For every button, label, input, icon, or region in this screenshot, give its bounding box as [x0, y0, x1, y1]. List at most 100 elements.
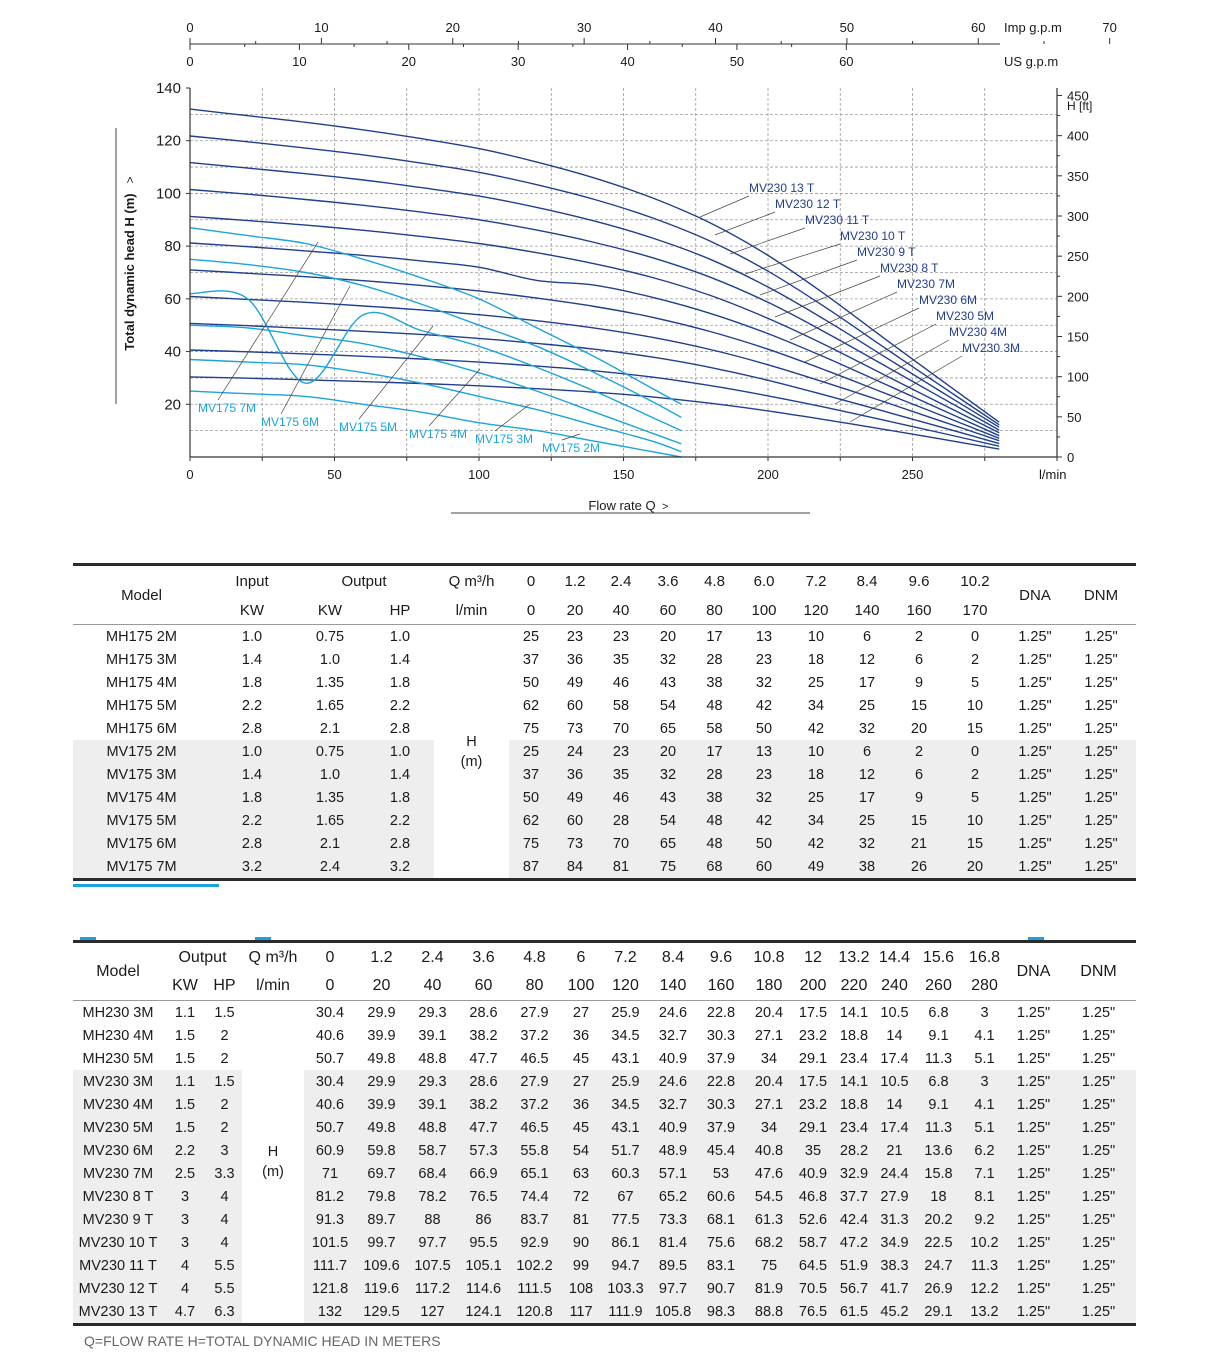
head-value-cell: 32.9 — [833, 1162, 875, 1185]
dna-cell: 1.25" — [1018, 628, 1052, 645]
head-value-cell: 76.5 — [458, 1185, 509, 1208]
head-value-cell: 89.5 — [649, 1254, 697, 1277]
head-value-cell: 15 — [946, 832, 1004, 855]
head-value-cell: 54 — [645, 809, 691, 832]
t2-q-lmin: 60 — [474, 977, 493, 994]
dna-cell: 1.25" — [1006, 1300, 1061, 1325]
series-leader-line — [759, 259, 858, 296]
head-value-cell: 10 — [807, 628, 825, 645]
head-value-cell: 39.9 — [367, 1027, 396, 1044]
model-cell: MH230 4M — [82, 1027, 154, 1044]
head-value-cell: 34.9 — [875, 1231, 914, 1254]
output-hp-cell: 1.0 — [389, 628, 411, 645]
h-unit: (m) — [460, 753, 483, 770]
t2-q-lmin: 120 — [612, 977, 639, 994]
series-line-mv175-2m — [189, 390, 682, 458]
head-value-cell: 18 — [914, 1185, 963, 1208]
head-value-cell: 8.1 — [963, 1185, 1006, 1208]
model-cell: MH230 3M — [82, 1004, 154, 1021]
head-value-cell: 9.1 — [914, 1093, 963, 1116]
head-value-cell: 14 — [886, 1027, 903, 1044]
head-value-cell: 107.5 — [407, 1254, 458, 1277]
head-value-cell: 14.1 — [833, 1070, 875, 1093]
head-value-cell: 74.4 — [509, 1185, 560, 1208]
head-value-cell: 129.5 — [356, 1300, 407, 1325]
table-row: MH230 3M 1.1 1.5 H (m) 30.4 29.9 29.3 28.6 27.9 27… — [73, 1001, 1136, 1181]
head-value-cell: 58 — [612, 697, 630, 714]
head-value-cell: 51.9 — [833, 1254, 875, 1277]
y-right-tick-label: 100 — [1067, 370, 1089, 385]
head-value-cell: 83.7 — [509, 1208, 560, 1231]
head-value-cell: 5.1 — [974, 1050, 995, 1067]
head-value-cell: 60.6 — [697, 1185, 745, 1208]
t2-q-lmin: 40 — [423, 977, 442, 994]
t2-dna-header: DNA — [1016, 962, 1051, 980]
kw-cell: 1.1 — [163, 1070, 207, 1093]
t2-q-m3h: 2.4 — [421, 948, 444, 966]
output-kw-cell: 1.65 — [315, 697, 345, 714]
head-value-cell: 0 — [970, 628, 980, 645]
imp-tick-label: 40 — [708, 20, 722, 35]
table2-accent-bar — [80, 937, 96, 940]
head-value-cell: 108 — [560, 1277, 602, 1300]
head-value-cell: 43.1 — [602, 1116, 649, 1139]
head-value-cell: 29.1 — [793, 1116, 833, 1139]
head-value-cell: 47.7 — [469, 1050, 498, 1067]
head-value-cell: 58.7 — [407, 1139, 458, 1162]
head-value-cell: 22.5 — [914, 1231, 963, 1254]
head-value-cell: 54.5 — [745, 1185, 793, 1208]
t1-model-header: Model — [121, 586, 162, 604]
model-cell: MV230 13 T — [73, 1300, 163, 1325]
t1-dna-header: DNA — [1019, 586, 1051, 604]
series-label-mv230-4m: MV230 4M — [949, 325, 1007, 339]
head-value-cell: 18 — [790, 763, 842, 786]
head-value-cell: 68.2 — [745, 1231, 793, 1254]
head-value-cell: 62 — [522, 697, 540, 714]
dna-cell: 1.25" — [1004, 855, 1066, 880]
table-row: MV175 3M 1.4 1.0 1.4 37 36 35 32 28 23 18 12 6 2 1.25"… — [73, 763, 1136, 786]
kw-cell: 1.5 — [174, 1050, 196, 1067]
kw-cell: 1.5 — [163, 1116, 207, 1139]
head-value-cell: 32.7 — [658, 1027, 688, 1044]
head-value-cell: 63 — [560, 1162, 602, 1185]
t1-input-header: Input — [235, 572, 269, 590]
h-label: H — [267, 1144, 279, 1160]
series-leader-line — [804, 307, 920, 363]
t2-q-m3h: 6 — [576, 948, 586, 966]
head-value-cell: 45.4 — [697, 1139, 745, 1162]
series-label-mv230-11-t: MV230 11 T — [805, 213, 870, 227]
head-value-cell: 6 — [914, 651, 924, 668]
x-tick-label: 100 — [468, 467, 490, 482]
series-line-mv230-12-t — [189, 135, 1000, 426]
head-value-cell: 12.2 — [963, 1277, 1006, 1300]
head-value-cell: 97.7 — [407, 1231, 458, 1254]
head-value-cell: 28.6 — [469, 1004, 498, 1021]
model-cell: MV230 9 T — [73, 1208, 163, 1231]
t2-q-lmin: 0 — [325, 977, 335, 994]
dnm-cell: 1.25" — [1084, 674, 1118, 691]
y-right-tick-label: 150 — [1067, 329, 1089, 344]
head-value-cell: 32 — [858, 720, 876, 737]
head-value-cell: 15.8 — [914, 1162, 963, 1185]
head-value-cell: 22.8 — [706, 1004, 736, 1021]
dnm-cell: 1.25" — [1081, 1050, 1116, 1067]
head-value-cell: 23 — [612, 628, 630, 645]
head-value-cell: 68.4 — [407, 1162, 458, 1185]
table2-accent-bar — [1028, 937, 1044, 940]
head-value-cell: 75 — [522, 720, 540, 737]
head-value-cell: 47.2 — [833, 1231, 875, 1254]
head-value-cell: 40.6 — [315, 1027, 345, 1044]
model-cell: MH175 3M — [106, 651, 177, 668]
t1-q-lmin: 100 — [751, 601, 777, 619]
mv230-performance-table: Model Output Q m³/h 0 1.2 2.4 3.6 4.8 6 … — [73, 940, 1136, 1326]
dnm-cell: 1.25" — [1084, 628, 1118, 645]
kw-cell: 2.2 — [163, 1139, 207, 1162]
head-value-cell: 23.2 — [798, 1027, 828, 1044]
imp-tick-label: 70 — [1102, 20, 1116, 35]
dna-cell: 1.25" — [1006, 1070, 1061, 1093]
series-label-mv230-8-t: MV230 8 T — [880, 261, 939, 275]
y-axis-arrow-icon: > — [123, 176, 137, 183]
head-value-cell: 97.7 — [649, 1277, 697, 1300]
head-value-cell: 11.3 — [924, 1050, 953, 1067]
head-value-cell: 41.7 — [875, 1277, 914, 1300]
